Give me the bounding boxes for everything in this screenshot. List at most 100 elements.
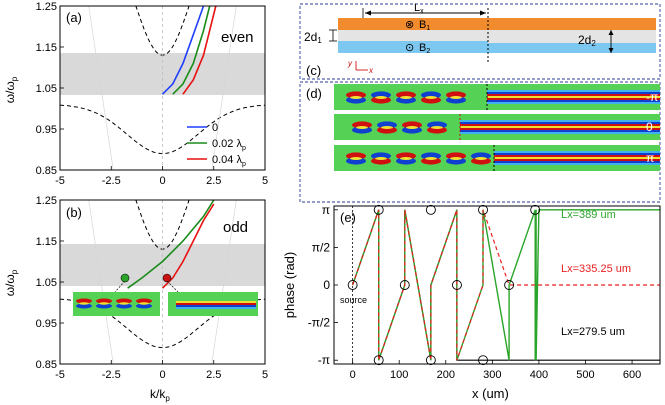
field-lobe <box>450 157 462 160</box>
phase-marker <box>347 280 358 290</box>
light-line-right <box>211 199 237 365</box>
field-band <box>487 102 660 104</box>
panel-e: (e) phase (rad) x (um) source Lx=389 um … <box>282 203 661 401</box>
phase-marker <box>478 355 488 366</box>
panel-a-y-label: ω/ωp <box>3 76 19 103</box>
field-lobe <box>375 96 387 99</box>
field-lobe <box>400 96 412 99</box>
field-lobe <box>350 157 362 160</box>
bottom-layer-left <box>338 41 488 53</box>
y-tick-label: 1.05 <box>36 277 57 289</box>
field-lobe <box>450 96 462 99</box>
y-tick-label: -π <box>318 353 330 367</box>
field-band <box>460 122 660 124</box>
phase-marker <box>478 204 488 215</box>
y-tick-label: 1.15 <box>36 42 57 54</box>
legend-label-1: 0.02 λp <box>212 138 246 152</box>
field-band <box>487 90 660 92</box>
x-tick-label: -2.5 <box>102 175 121 187</box>
d2-label: 2d2 <box>578 33 596 48</box>
panel-b-figure-label: (b) <box>66 205 82 220</box>
panel-c-schematic: Lx ⊗ B1 ⊙ B2 2d1 2d2 (c) y x <box>299 2 661 80</box>
field-lobe <box>79 302 89 305</box>
panel-d-figure-label: (d) <box>306 86 322 101</box>
y-tick-label: 1.05 <box>36 83 57 95</box>
field-band <box>494 153 660 155</box>
field-lobe <box>431 126 443 129</box>
b2-label: B2 <box>419 42 430 55</box>
x-tick-label: -5 <box>55 369 65 381</box>
series-line-1 <box>172 5 211 95</box>
field-lobe <box>96 303 112 309</box>
field-band <box>460 124 660 126</box>
phase-label: 0 <box>646 120 653 134</box>
series-line-0 <box>161 5 205 95</box>
light-line-left <box>88 5 114 171</box>
lx-label: Lx <box>414 2 424 15</box>
field-lobe <box>116 303 132 309</box>
panel-a-legend: 0 0.02 λp 0.04 λp <box>187 122 246 168</box>
mode-inset-left <box>73 292 160 316</box>
d1-label: 2d1 <box>304 30 322 45</box>
panel-a: (a) even ω/ωp 1.25 1.15 1.05 0.95 0.85-5 -2.5… <box>3 1 268 187</box>
d2-arrow-head-top <box>608 30 614 35</box>
field-band <box>460 128 660 130</box>
field-lobe <box>425 157 437 160</box>
x-tick-label: 0 <box>350 369 356 381</box>
y-tick-label: 0.85 <box>36 359 57 371</box>
field-band <box>460 126 660 128</box>
phase-label: -π <box>646 90 658 104</box>
field-band <box>487 98 660 100</box>
axis-y-label: y <box>347 59 353 68</box>
panel-b-y-label: ω/ωp <box>3 269 19 296</box>
phase-marker <box>530 204 541 215</box>
field-lobe <box>76 303 92 309</box>
curve-label-lx279: Lx=279.5 um <box>561 326 625 338</box>
field-lobe <box>406 126 418 129</box>
b2-odot-symbol: ⊙ <box>405 42 414 54</box>
y-tick-label: -π/2 <box>308 316 331 330</box>
curve-label-lx389: Lx=389 um <box>561 209 616 221</box>
field-lobe <box>136 303 152 309</box>
phase-marker <box>373 204 384 215</box>
field-band <box>494 151 660 153</box>
lx-arrow-head-right <box>480 10 486 16</box>
axis-x-label: x <box>368 66 374 75</box>
field-band <box>487 94 660 96</box>
series-line-1 <box>161 203 215 289</box>
panel-d-border <box>299 81 661 203</box>
mode-arrow-red <box>166 280 179 293</box>
x-tick-label: -2.5 <box>102 369 121 381</box>
mode-marker-red <box>162 273 172 283</box>
bottom-layer-right <box>488 43 656 53</box>
phase-marker <box>373 355 384 366</box>
field-band <box>487 100 660 102</box>
panel-b-mode-label: odd <box>223 219 248 236</box>
phase-series-1 <box>352 209 660 361</box>
light-line-left <box>88 199 114 365</box>
y-tick-label: 1.15 <box>36 236 57 248</box>
field-lobe <box>350 96 362 99</box>
phase-marker <box>451 280 462 290</box>
field-lobe <box>76 298 92 304</box>
field-lobe <box>99 302 109 305</box>
panel-d-field-maps: -π 0 π (d) <box>299 81 661 203</box>
phase-marker <box>399 280 410 290</box>
field-band <box>487 92 660 94</box>
field-band <box>494 159 660 161</box>
light-line-right <box>211 5 237 171</box>
field-lobe <box>136 298 152 304</box>
x-tick-label: 100 <box>390 369 408 381</box>
field-lobe <box>116 298 132 304</box>
curve-label-lx335: Lx=335.25 um <box>561 263 631 275</box>
panel-e-x-label: x (um) <box>472 386 509 401</box>
x-tick-label: -5 <box>55 175 65 187</box>
mode-inset-right <box>168 292 258 316</box>
mode-marker-green <box>120 273 130 283</box>
field-band <box>494 163 660 165</box>
source-label: source <box>340 295 367 305</box>
x-tick-label: 2.5 <box>206 175 221 187</box>
phase-label: π <box>646 151 654 165</box>
field-band <box>487 96 660 98</box>
